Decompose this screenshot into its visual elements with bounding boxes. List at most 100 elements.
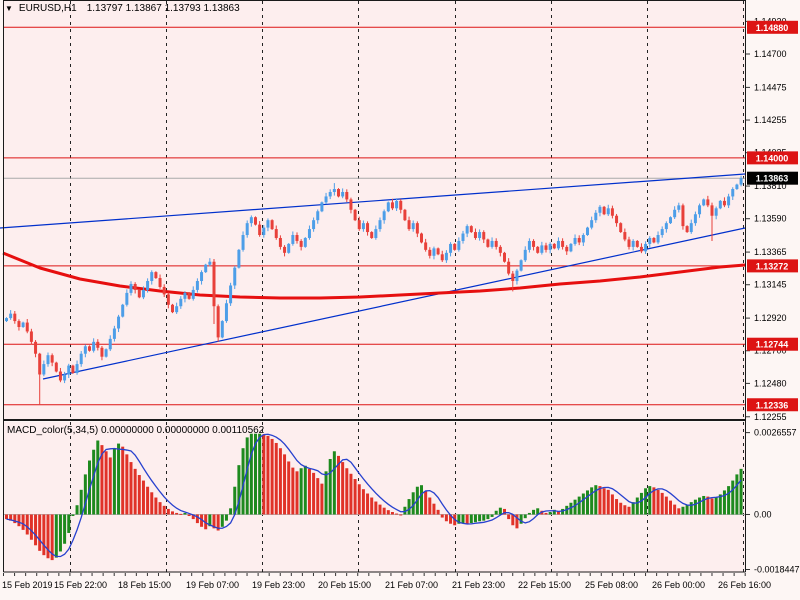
price-axis-label: 1.13145 <box>754 280 787 290</box>
candle-body <box>191 289 195 299</box>
candle-body <box>473 232 477 238</box>
macd-histogram-bar <box>175 512 179 515</box>
candle-body <box>378 220 382 230</box>
macd-histogram-bar <box>258 433 262 515</box>
macd-histogram-bar <box>216 514 220 531</box>
candle-body <box>125 292 129 305</box>
candle-body <box>469 226 473 233</box>
macd-histogram-bar <box>461 514 465 524</box>
candle-body <box>229 285 233 304</box>
candle-body <box>606 208 610 215</box>
candle-body <box>635 240 639 247</box>
macd-histogram-bar <box>278 448 282 515</box>
candle-body <box>465 226 469 234</box>
candle-body <box>453 243 457 250</box>
candle-body <box>320 202 324 212</box>
candle-body <box>316 211 320 221</box>
macd-histogram-bar <box>424 491 428 515</box>
macd-histogram-bar <box>395 513 399 515</box>
candle-body <box>561 240 565 247</box>
candle-body <box>610 208 614 216</box>
candle-body <box>457 240 461 250</box>
price-axis[interactable] <box>746 0 800 572</box>
macd-histogram-bar <box>698 497 702 515</box>
candle-body <box>258 224 262 236</box>
macd-histogram-bar <box>5 514 8 520</box>
candle-body <box>552 243 556 249</box>
candle-body <box>486 239 490 247</box>
macd-histogram-bar <box>50 514 54 561</box>
candle-body <box>507 261 511 274</box>
time-axis[interactable] <box>0 573 800 600</box>
candle-body <box>133 283 137 290</box>
macd-histogram-bar <box>573 499 577 515</box>
macd-histogram-bar <box>523 514 527 519</box>
candle-body <box>266 220 270 228</box>
macd-indicator-header: MACD_color(5,34,5) 0.00000000 0.00000000… <box>7 425 264 436</box>
candle-body <box>727 196 731 206</box>
macd-histogram-bar <box>623 505 627 515</box>
macd-histogram-bar <box>320 483 324 515</box>
candle-body <box>411 223 415 230</box>
macd-histogram-bar <box>710 498 714 515</box>
candle-body <box>357 220 361 230</box>
candle-body <box>341 191 345 197</box>
macd-values: 0.00000000 0.00000000 0.00110562 <box>100 425 265 436</box>
price-axis-label: 1.13365 <box>754 247 787 257</box>
macd-histogram-bar <box>635 497 639 515</box>
macd-histogram-bar <box>154 497 158 515</box>
candle-body <box>569 243 573 252</box>
candle-body <box>96 341 100 348</box>
symbol-marker-icon: ▼ <box>5 4 13 13</box>
macd-histogram-bar <box>96 440 100 515</box>
macd-histogram-bar <box>681 506 685 515</box>
macd-histogram-bar <box>370 497 374 515</box>
macd-histogram-bar <box>652 487 656 515</box>
candle-body <box>735 184 739 190</box>
candle-body <box>461 233 465 241</box>
candle-body <box>100 347 104 357</box>
time-axis-label: 15 Feb 2019 <box>2 580 53 590</box>
macd-histogram-bar <box>141 480 145 515</box>
macd-histogram-bar <box>183 512 187 515</box>
candle-body <box>75 364 79 374</box>
candle-body <box>511 273 515 282</box>
candle-body <box>141 289 145 298</box>
time-axis-label: 19 Feb 23:00 <box>252 580 305 590</box>
candle-body <box>594 212 598 221</box>
candle-body <box>29 331 33 342</box>
main-panel-background[interactable] <box>3 0 746 419</box>
price-level-tag <box>747 337 798 351</box>
macd-histogram-bar <box>63 514 67 544</box>
macd-histogram-bar <box>83 474 87 515</box>
candle-body <box>548 243 552 250</box>
macd-label: MACD_color(5,34,5) <box>7 425 99 436</box>
macd-histogram-bar <box>100 445 104 515</box>
candle-body <box>664 223 668 230</box>
candle-body <box>83 346 87 354</box>
macd-histogram-bar <box>714 497 718 515</box>
candle-body <box>25 322 29 332</box>
candle-body <box>681 205 685 227</box>
candle-body <box>449 243 453 253</box>
macd-histogram-bar <box>9 514 13 521</box>
macd-histogram-bar <box>191 514 195 520</box>
macd-histogram-bar <box>303 465 307 515</box>
candle-body <box>220 321 224 338</box>
macd-histogram-bar <box>112 448 116 515</box>
macd-histogram-bar <box>328 458 332 515</box>
candle-body <box>577 237 581 243</box>
candle-body <box>415 223 419 234</box>
macd-histogram-bar <box>718 494 722 515</box>
macd-histogram-bar <box>594 485 598 515</box>
candle-body <box>108 338 112 350</box>
candle-body <box>54 362 58 372</box>
macd-histogram-bar <box>648 486 652 515</box>
macd-histogram-bar <box>469 514 473 524</box>
macd-histogram-bar <box>349 473 353 515</box>
candle-body <box>702 199 706 206</box>
macd-histogram-bar <box>731 480 735 515</box>
candle-body <box>644 243 648 252</box>
